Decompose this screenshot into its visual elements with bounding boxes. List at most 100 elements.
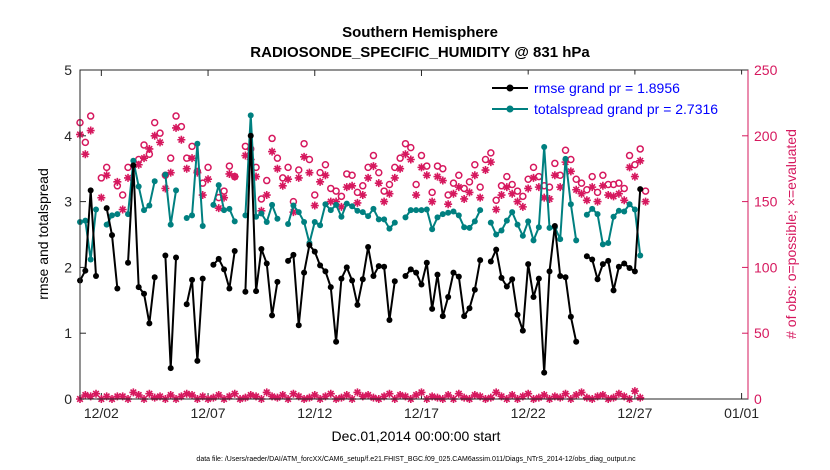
totalspread-point bbox=[445, 209, 452, 216]
totalspread-point bbox=[461, 224, 468, 231]
obs-baseline-point bbox=[582, 393, 591, 402]
obs-possible-point bbox=[407, 143, 415, 152]
totalspread-point bbox=[215, 182, 222, 189]
obs-baseline-point bbox=[92, 389, 101, 398]
rmse-point bbox=[103, 205, 110, 212]
rmse-point bbox=[541, 369, 548, 376]
rmse-point bbox=[381, 263, 388, 270]
rmse-line bbox=[185, 278, 204, 361]
x-tick-label: 12/27 bbox=[617, 405, 652, 421]
obs-possible-point bbox=[396, 154, 404, 162]
obs-evaluated-point bbox=[588, 183, 597, 192]
obs-evaluated-point bbox=[486, 158, 495, 167]
obs-baseline-point bbox=[273, 393, 282, 402]
rmse-point bbox=[386, 317, 393, 324]
obs-evaluated-point bbox=[502, 183, 511, 192]
obs-evaluated-point bbox=[305, 168, 314, 177]
totalspread-point bbox=[626, 201, 633, 208]
rmse-point bbox=[530, 294, 537, 301]
rmse-point bbox=[498, 274, 505, 281]
obs-baseline-point bbox=[492, 388, 501, 397]
obs-possible-point bbox=[401, 139, 410, 148]
obs-evaluated-point bbox=[337, 202, 346, 211]
rmse-point bbox=[311, 248, 318, 255]
obs-evaluated-point bbox=[609, 192, 618, 201]
rmse-point bbox=[461, 313, 468, 320]
totalspread-point bbox=[402, 214, 409, 221]
totalspread-point bbox=[514, 221, 521, 228]
obs-baseline-point bbox=[385, 389, 394, 398]
left-y-tick-label: 4 bbox=[64, 128, 72, 144]
rmse-line bbox=[127, 165, 156, 324]
totalspread-point bbox=[375, 216, 382, 223]
obs-possible-point bbox=[300, 139, 308, 148]
obs-evaluated-point bbox=[470, 171, 479, 180]
obs-possible-point bbox=[636, 145, 644, 153]
obs-possible-point bbox=[417, 151, 426, 160]
chart-title: Southern Hemisphere bbox=[342, 24, 498, 41]
totalspread-point bbox=[285, 220, 292, 227]
obs-evaluated-point bbox=[177, 135, 186, 144]
totalspread-point bbox=[162, 171, 169, 178]
obs-baseline-point bbox=[444, 391, 453, 400]
obs-possible-point bbox=[257, 195, 266, 203]
totalspread-point bbox=[301, 218, 308, 225]
totalspread-point bbox=[317, 222, 324, 229]
obs-baseline-point bbox=[241, 393, 250, 402]
obs-evaluated-point bbox=[348, 181, 357, 190]
rmse-point bbox=[151, 274, 158, 281]
obs-baseline-point bbox=[470, 391, 479, 400]
rmse-point bbox=[327, 284, 334, 291]
totalspread-point bbox=[615, 207, 622, 214]
obs-evaluated-point bbox=[412, 191, 421, 200]
obs-baseline-point bbox=[396, 391, 405, 400]
obs-evaluated-point bbox=[150, 131, 159, 140]
totalspread-point bbox=[423, 206, 430, 213]
obs-baseline-point bbox=[561, 389, 570, 398]
totalspread-point bbox=[242, 212, 249, 219]
totalspread-point bbox=[322, 201, 329, 208]
obs-possible-point bbox=[476, 183, 484, 191]
obs-evaluated-point bbox=[380, 197, 389, 206]
obs-possible-point bbox=[188, 142, 196, 151]
right-y-tick-label: 150 bbox=[754, 194, 778, 210]
obs-baseline-point bbox=[342, 391, 351, 400]
obs-baseline-point bbox=[118, 392, 127, 401]
obs-possible-point bbox=[359, 182, 367, 190]
obs-baseline-point bbox=[364, 391, 373, 400]
totalspread-point bbox=[493, 231, 500, 238]
obs-evaluated-point bbox=[145, 144, 154, 153]
obs-evaluated-point bbox=[641, 197, 650, 206]
totalspread-point bbox=[477, 207, 484, 214]
obs-evaluated-point bbox=[481, 166, 490, 175]
totalspread-point bbox=[413, 207, 420, 214]
totalspread-point bbox=[93, 206, 100, 213]
obs-possible-point bbox=[577, 179, 586, 187]
totalspread-point bbox=[295, 209, 302, 216]
obs-evaluated-point bbox=[172, 123, 181, 132]
left-y-tick-label: 2 bbox=[64, 259, 72, 275]
rmse-point bbox=[183, 301, 190, 308]
obs-evaluated-point bbox=[364, 173, 373, 182]
obs-evaluated-point bbox=[385, 189, 394, 198]
obs-possible-point bbox=[225, 162, 234, 170]
obs-evaluated-point bbox=[428, 197, 437, 206]
totalspread-point bbox=[370, 205, 377, 212]
obs-evaluated-point bbox=[294, 173, 303, 182]
obs-evaluated-point bbox=[220, 193, 229, 202]
rmse-point bbox=[333, 338, 340, 345]
rmse-point bbox=[343, 264, 350, 271]
obs-baseline-point bbox=[113, 392, 122, 401]
obs-baseline-point bbox=[524, 389, 533, 398]
obs-possible-point bbox=[561, 146, 570, 155]
totalspread-point bbox=[130, 157, 137, 164]
obs-possible-point bbox=[519, 192, 527, 201]
obs-baseline-point bbox=[380, 392, 389, 401]
rmse-point bbox=[631, 268, 638, 275]
obs-evaluated-point bbox=[390, 173, 399, 182]
obs-evaluated-point bbox=[508, 189, 517, 198]
legend-box bbox=[486, 74, 746, 122]
rmse-point bbox=[306, 242, 313, 249]
obs-evaluated-point bbox=[630, 172, 639, 181]
rmse-point bbox=[317, 262, 324, 269]
